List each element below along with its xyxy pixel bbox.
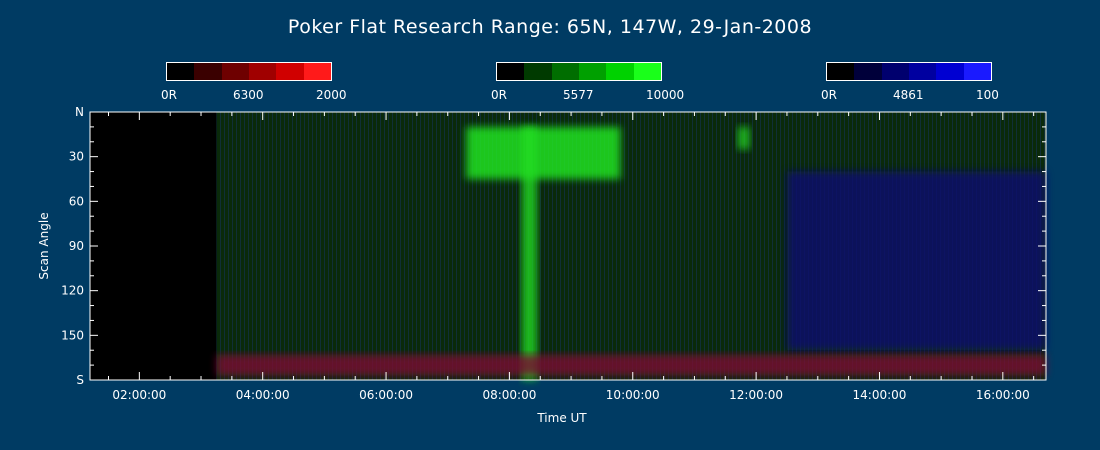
colorbar-segment xyxy=(606,63,634,80)
x-tick-label: 04:00:00 xyxy=(236,388,290,402)
y-tick-label: 150 xyxy=(61,328,84,342)
colorbar-6300-max-label: 2000 xyxy=(316,88,347,102)
x-tick-label: 06:00:00 xyxy=(359,388,413,402)
emission-feature-5577 xyxy=(466,126,621,179)
colorbar-5577-min-label: 0R xyxy=(491,88,507,102)
colorbar-5577-max-label: 10000 xyxy=(646,88,685,102)
colorbar-segment xyxy=(524,63,552,80)
colorbar-segment xyxy=(276,63,304,80)
x-axis-label: Time UT xyxy=(536,411,587,425)
colorbar-segment xyxy=(303,63,331,80)
colorbar-segment xyxy=(936,63,964,80)
axes: N 30 60 90 120 150 S 02:00:00 04:00:00 06:00:00 08… xyxy=(61,105,1047,402)
colorbar-segment xyxy=(881,63,909,80)
y-tick-label: 60 xyxy=(69,194,84,208)
colorbar-segment xyxy=(167,63,195,80)
colorbar-5577-strip xyxy=(496,62,662,81)
colorbar-4861: 0R 4861 100 xyxy=(821,62,999,102)
colorbar-5577-mid-label: 5577 xyxy=(563,88,594,102)
colorbar-6300-min-label: 0R xyxy=(161,88,177,102)
x-tick-label: 16:00:00 xyxy=(976,388,1030,402)
colorbar-4861-min-label: 0R xyxy=(821,88,837,102)
colorbar-segment xyxy=(908,63,937,80)
colorbar-segment xyxy=(497,63,525,80)
colorbar-4861-max-label: 100 xyxy=(976,88,999,102)
emission-feature-6300 xyxy=(216,354,1046,376)
colorbar-segment xyxy=(221,63,249,80)
no-data-region xyxy=(90,112,217,380)
y-axis-label: Scan Angle xyxy=(37,212,51,279)
emission-feature-5577 xyxy=(521,126,538,380)
colorbar-segment xyxy=(827,63,855,80)
x-tick-label: 10:00:00 xyxy=(606,388,660,402)
colorbar-6300-strip xyxy=(166,62,332,81)
colorbar-6300: 0R 6300 2000 xyxy=(161,62,347,102)
colorbar-4861-mid-label: 4861 xyxy=(893,88,924,102)
x-tick-label: 02:00:00 xyxy=(112,388,166,402)
y-tick-label: 30 xyxy=(69,150,84,164)
emission-feature-5577 xyxy=(737,126,750,150)
colorbar-segment xyxy=(578,63,607,80)
y-tick-label: S xyxy=(76,373,84,387)
y-tick-label: 90 xyxy=(69,239,84,253)
colorbar-segment xyxy=(963,63,991,80)
colorbar-segment xyxy=(248,63,277,80)
x-tick-label: 08:00:00 xyxy=(482,388,536,402)
plot-area xyxy=(90,112,1046,380)
chart-title: Poker Flat Research Range: 65N, 147W, 29… xyxy=(287,16,813,38)
y-tick-label: 120 xyxy=(61,284,84,298)
colorbar-segment xyxy=(551,63,579,80)
colorbar-5577: 0R 5577 10000 xyxy=(491,62,684,102)
y-tick-label: N xyxy=(75,105,84,119)
x-tick-label: 14:00:00 xyxy=(853,388,907,402)
colorbar-segment xyxy=(194,63,222,80)
colorbar-segment xyxy=(854,63,882,80)
colorbar-6300-mid-label: 6300 xyxy=(233,88,264,102)
emission-feature-4861 xyxy=(786,171,1046,351)
x-tick-label: 12:00:00 xyxy=(729,388,783,402)
colorbar-segment xyxy=(633,63,661,80)
colorbar-4861-strip xyxy=(826,62,992,81)
